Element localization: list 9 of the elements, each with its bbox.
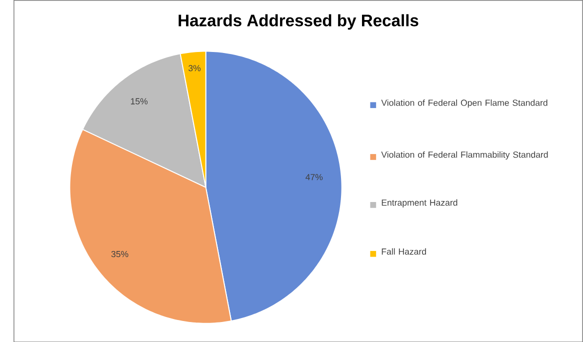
legend-label: Violation of Federal Open Flame Standard — [381, 99, 548, 108]
data-label: 15% — [130, 98, 148, 104]
legend-label: Entrapment Hazard — [382, 199, 458, 208]
legend-label: Violation of Federal Flammability Standard — [381, 151, 548, 160]
data-label: 47% — [306, 174, 323, 180]
chart-title: Hazards Addressed by Recalls — [178, 14, 418, 30]
legend-label: Fall Hazard — [382, 248, 426, 254]
data-label: 3% — [188, 64, 201, 72]
data-label: 35% — [111, 250, 128, 257]
